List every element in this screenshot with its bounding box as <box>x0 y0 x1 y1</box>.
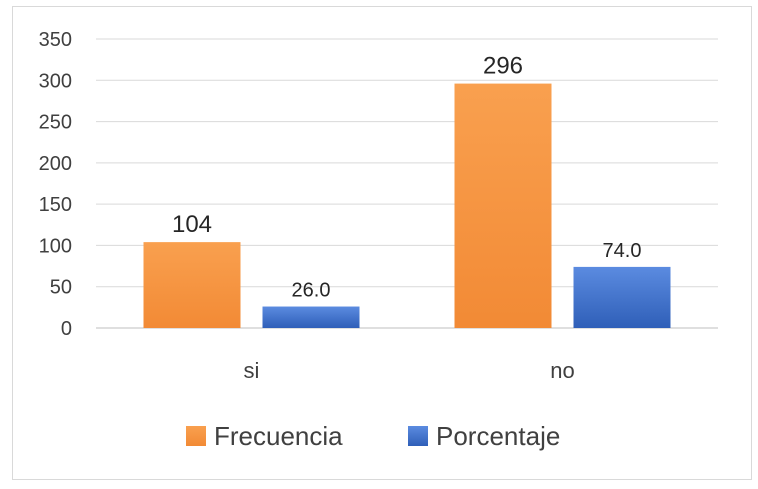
data-label: 104 <box>172 211 212 238</box>
x-category-label: si <box>244 358 260 383</box>
data-label: 296 <box>483 53 523 80</box>
bars <box>143 83 671 329</box>
bar-porcentaje-si <box>262 306 360 328</box>
legend: Frecuencia Porcentaje <box>186 421 560 451</box>
y-tick-label: 200 <box>39 153 72 175</box>
x-category-label: no <box>550 358 574 383</box>
y-tick-label: 50 <box>50 277 72 299</box>
bar-porcentaje-no <box>573 266 671 328</box>
y-tick-label: 150 <box>39 194 72 216</box>
data-labels: 104 26.0 296 74.0 <box>172 53 641 302</box>
y-tick-label: 300 <box>39 70 72 92</box>
legend-label: Frecuencia <box>214 421 343 451</box>
chart-frame <box>12 6 752 480</box>
y-tick-label: 100 <box>39 235 72 257</box>
y-tick-label: 250 <box>39 112 72 134</box>
legend-swatch <box>186 426 206 446</box>
data-label: 74.0 <box>603 240 642 262</box>
x-axis: si no <box>244 358 575 383</box>
legend-swatch <box>408 426 428 446</box>
y-axis: 0 50 100 150 200 250 300 350 <box>39 29 72 340</box>
bar-frecuencia-no <box>454 83 552 329</box>
y-tick-label: 0 <box>61 318 72 340</box>
bar-frecuencia-si <box>143 242 241 328</box>
data-label: 26.0 <box>292 280 331 302</box>
y-tick-label: 350 <box>39 29 72 51</box>
legend-label: Porcentaje <box>436 421 560 451</box>
